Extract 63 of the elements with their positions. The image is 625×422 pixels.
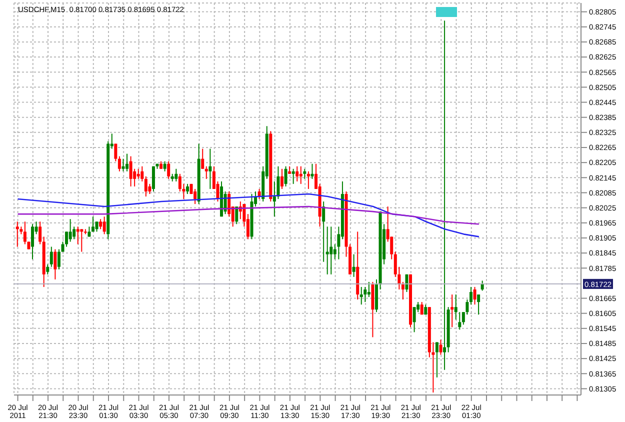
candlestick — [310, 163, 314, 180]
candlestick — [303, 168, 306, 180]
candlestick — [473, 286, 476, 306]
candlestick — [152, 166, 155, 192]
candlestick — [118, 156, 121, 172]
candlestick — [443, 20, 446, 370]
candlestick — [235, 206, 238, 225]
candlestick — [477, 294, 480, 316]
candlestick — [114, 143, 118, 162]
candlestick — [167, 160, 170, 180]
candlestick — [38, 221, 42, 245]
candlestick — [454, 294, 458, 320]
candlestick — [405, 274, 408, 292]
candlestick — [420, 302, 424, 316]
candlestick — [352, 254, 356, 278]
candlestick — [458, 312, 462, 330]
candlestick — [435, 342, 438, 378]
candlestick — [330, 226, 333, 275]
candlestick — [31, 224, 34, 260]
candlestick — [186, 183, 189, 194]
candlestick — [208, 148, 212, 190]
candlestick — [148, 183, 152, 194]
candlestick — [68, 218, 72, 242]
candlestick — [76, 226, 80, 245]
candlestick — [284, 166, 288, 187]
candlestick — [450, 294, 454, 328]
candlestick — [322, 201, 326, 262]
candlestick — [99, 218, 102, 230]
candlestick — [54, 248, 57, 280]
candlestick — [306, 170, 310, 190]
candlestick — [360, 286, 363, 306]
candlestick — [102, 216, 106, 235]
candlestick — [50, 246, 53, 268]
candlestick — [140, 166, 144, 182]
candlestick — [201, 148, 204, 170]
candlestick — [57, 248, 60, 270]
candlestick — [144, 176, 148, 197]
candlestick — [194, 188, 197, 205]
line-series — [17, 206, 480, 225]
candlestick — [80, 228, 84, 252]
candlestick — [480, 280, 484, 292]
candlestick — [439, 339, 442, 356]
candlestick — [258, 188, 261, 200]
candlestick — [174, 168, 178, 182]
candlestick — [326, 226, 329, 275]
candlestick — [126, 153, 129, 172]
candlestick — [292, 168, 295, 184]
candlestick — [299, 166, 302, 184]
candlestick — [296, 166, 299, 182]
candlestick — [129, 156, 132, 187]
candlestick — [95, 221, 98, 232]
candlestick — [136, 168, 140, 180]
candlestick — [364, 286, 367, 303]
candlestick — [367, 281, 370, 298]
candlestick — [469, 286, 472, 306]
candlestick — [46, 264, 50, 275]
candlestick — [16, 221, 19, 248]
candlestick — [401, 281, 404, 300]
candlestick — [91, 216, 94, 232]
candlestick — [163, 160, 166, 172]
candlestick — [122, 158, 125, 172]
candlestick — [204, 166, 208, 180]
candlestick — [280, 168, 284, 190]
